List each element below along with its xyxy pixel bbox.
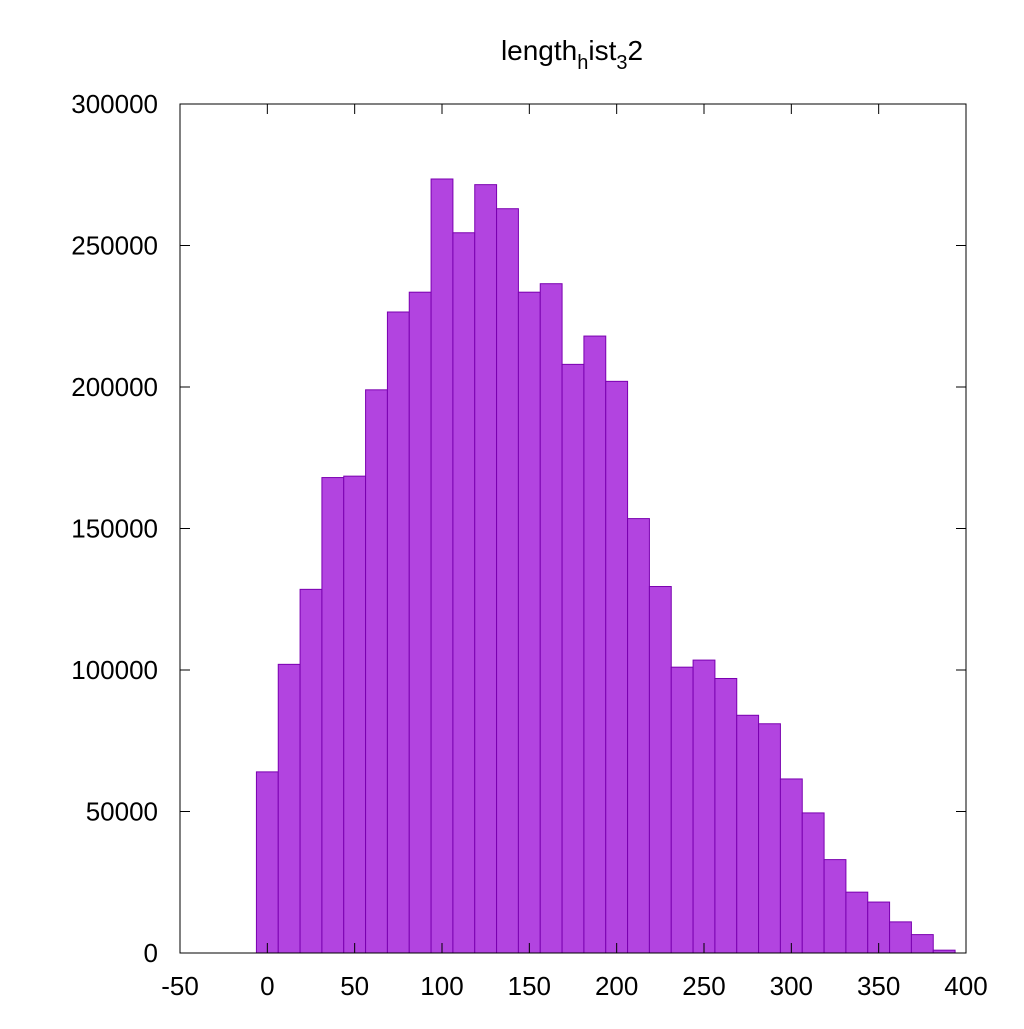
x-tick-label: 300 (770, 971, 813, 1001)
histogram-bar (583, 335, 607, 954)
histogram-bar (801, 812, 825, 954)
x-tick-label: 200 (595, 971, 638, 1001)
histogram-bar (474, 184, 498, 954)
ticks-group: -50 0 50 100 150 200 250 300 350 4000500001000001… (71, 89, 987, 1001)
histogram-bar (714, 677, 738, 954)
histogram-bar (386, 311, 410, 954)
chart-title: lengthhist32 (501, 35, 643, 74)
histogram-bar (605, 380, 629, 954)
y-tick-label: 0 (144, 938, 158, 968)
histogram-bar (561, 363, 585, 954)
x-tick-label: 250 (682, 971, 725, 1001)
histogram-bar (889, 921, 912, 954)
histogram-bar (343, 475, 367, 954)
histogram-bar (408, 291, 432, 954)
x-tick-label: 400 (944, 971, 987, 1001)
y-tick-label: 50000 (86, 797, 158, 827)
histogram-bar (758, 723, 781, 954)
histogram-bar (517, 291, 541, 954)
histogram-bar (321, 477, 345, 954)
x-tick-label: -50 (161, 971, 199, 1001)
y-tick-label: 150000 (71, 514, 158, 544)
histogram-bar (910, 934, 934, 954)
x-tick-label: 0 (260, 971, 274, 1001)
bars-group (255, 178, 956, 954)
histogram-bar (736, 714, 760, 954)
histogram-bar (496, 208, 519, 954)
histogram-bar (277, 663, 301, 954)
histogram-bar (299, 588, 323, 954)
histogram-bar (627, 518, 650, 954)
histogram-bar (648, 586, 672, 954)
histogram-bar (255, 771, 279, 954)
y-tick-label: 250000 (71, 231, 158, 261)
y-tick-label: 200000 (71, 372, 158, 402)
y-tick-label: 300000 (71, 89, 158, 119)
x-tick-label: 50 (340, 971, 369, 1001)
histogram-bar (823, 859, 847, 954)
histogram-bar (452, 232, 476, 954)
histogram-bar (845, 891, 869, 954)
histogram-bar (539, 283, 563, 954)
histogram-bar (430, 178, 454, 954)
x-tick-label: 150 (508, 971, 551, 1001)
x-tick-label: 100 (420, 971, 463, 1001)
histogram-bar (779, 778, 803, 954)
histogram-bar (692, 659, 716, 954)
histogram-bar (365, 389, 388, 954)
histogram-bar (670, 666, 694, 954)
y-tick-label: 100000 (71, 655, 158, 685)
x-tick-label: 350 (857, 971, 900, 1001)
